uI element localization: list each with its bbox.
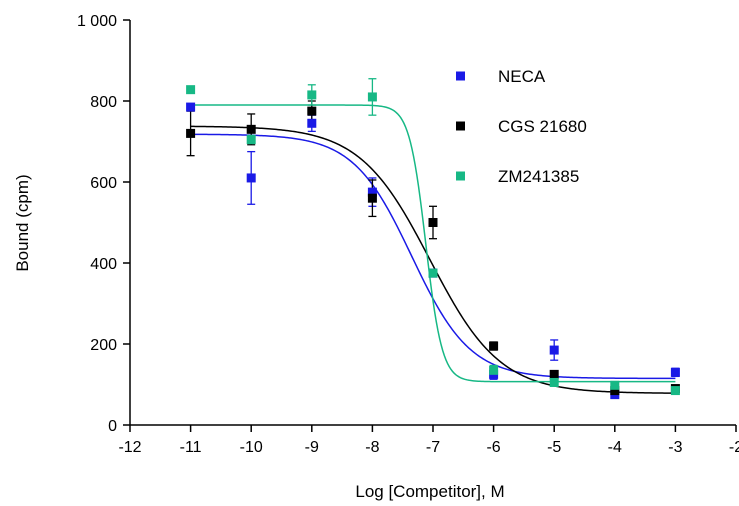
error-bars	[186, 78, 680, 399]
data-point	[549, 369, 559, 379]
y-tick-label: 800	[90, 94, 117, 111]
x-tick-label: -12	[118, 439, 141, 456]
legend-label: NECA	[498, 67, 546, 86]
data-point	[610, 380, 620, 390]
legend-marker	[456, 171, 465, 181]
data-point	[428, 218, 438, 227]
data-point	[489, 365, 499, 375]
fit-curves	[190, 104, 676, 394]
y-tick-label: 600	[90, 175, 117, 192]
y-tick-label: 400	[90, 256, 117, 273]
data-point	[246, 134, 256, 144]
x-tick-label: -9	[305, 439, 319, 456]
fit-curve	[190, 133, 676, 380]
data-point	[670, 367, 680, 377]
data-points	[186, 85, 680, 400]
x-tick-label: -2	[729, 439, 739, 456]
x-ticks: -12 -11 -10 -9 -8 -7 -6 -5 -4 -3 -2	[118, 425, 739, 456]
data-point	[489, 341, 499, 351]
data-point	[307, 118, 317, 128]
data-point	[549, 377, 559, 387]
data-point	[307, 90, 317, 100]
data-point	[307, 106, 317, 116]
legend-label: CGS 21680	[498, 117, 587, 136]
x-tick-label: -3	[668, 439, 682, 456]
y-tick-label: 0	[108, 418, 117, 435]
y-tick-label: 200	[90, 337, 117, 354]
x-axis-title: Log [Competitor], M	[355, 482, 504, 501]
legend: NECA CGS 21680 ZM241385	[456, 67, 587, 186]
y-axis-title: Bound (cpm)	[13, 174, 32, 271]
data-point	[246, 124, 256, 134]
x-tick-label: -4	[608, 439, 622, 456]
data-point	[246, 173, 256, 183]
legend-marker	[456, 121, 465, 131]
data-point	[428, 268, 438, 278]
data-point	[549, 345, 559, 355]
data-point	[670, 386, 680, 396]
data-point	[186, 85, 196, 95]
x-tick-label: -8	[365, 439, 379, 456]
data-point	[367, 92, 377, 102]
x-tick-label: -7	[426, 439, 440, 456]
y-ticks: 0 200 400 600 800 1 000	[77, 13, 130, 435]
data-point	[186, 128, 196, 138]
x-tick-label: -11	[180, 439, 202, 456]
data-point	[186, 102, 196, 112]
legend-label: ZM241385	[498, 167, 579, 186]
x-tick-label: -6	[486, 439, 500, 456]
x-tick-label: -5	[547, 439, 561, 456]
fit-curve	[190, 125, 676, 394]
y-tick-label: 1 000	[77, 13, 117, 30]
data-point	[367, 193, 377, 203]
legend-marker	[456, 71, 465, 81]
x-tick-label: -10	[240, 439, 263, 456]
fit-curve	[190, 104, 676, 383]
data-point	[367, 187, 377, 197]
data-point	[610, 386, 620, 396]
